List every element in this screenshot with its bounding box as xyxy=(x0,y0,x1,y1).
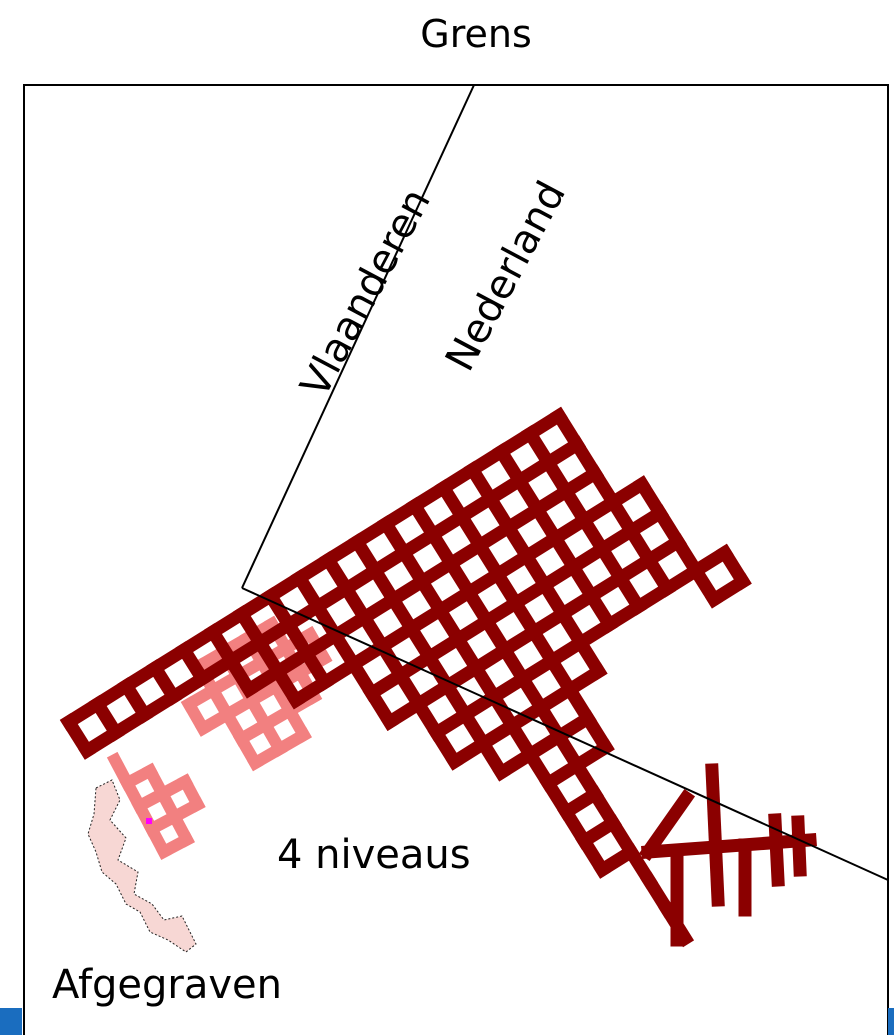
level-count-label: 4 niveaus xyxy=(277,832,471,878)
tunnel-segment xyxy=(622,504,669,540)
tunnel-segment xyxy=(686,543,734,580)
tunnel-segment xyxy=(604,475,651,512)
lower-tunnel-segment xyxy=(119,762,159,792)
marker-point xyxy=(146,818,152,824)
tunnel-segment xyxy=(640,532,687,569)
lower-tunnel-segment xyxy=(166,796,206,825)
tunnel-segment xyxy=(557,785,604,822)
tunnel-segment xyxy=(705,763,725,907)
accent-bar-left xyxy=(0,1008,22,1035)
tunnel-segment xyxy=(560,662,608,699)
tunnel-network xyxy=(59,406,817,948)
excavated-area xyxy=(87,779,197,953)
label-mask-nederland xyxy=(408,110,548,375)
tunnel-segment xyxy=(791,815,807,877)
map-title: Grens xyxy=(420,12,532,56)
excavated-label: Afgegraven xyxy=(52,962,282,1008)
tunnel-segment xyxy=(705,572,752,609)
lower-tunnel-segment xyxy=(155,831,195,860)
border-lines xyxy=(241,84,889,881)
lower-tunnel-segment xyxy=(154,773,194,802)
tunnel-segment xyxy=(557,464,604,501)
tunnel-segment xyxy=(539,435,586,472)
tunnel-segment xyxy=(521,406,568,443)
tunnel-segment xyxy=(593,842,640,879)
tunnel-segment xyxy=(638,788,696,862)
tunnel-segment xyxy=(575,813,622,850)
accent-bar-right xyxy=(888,1008,894,1035)
lower-tunnel-segment xyxy=(271,726,312,758)
